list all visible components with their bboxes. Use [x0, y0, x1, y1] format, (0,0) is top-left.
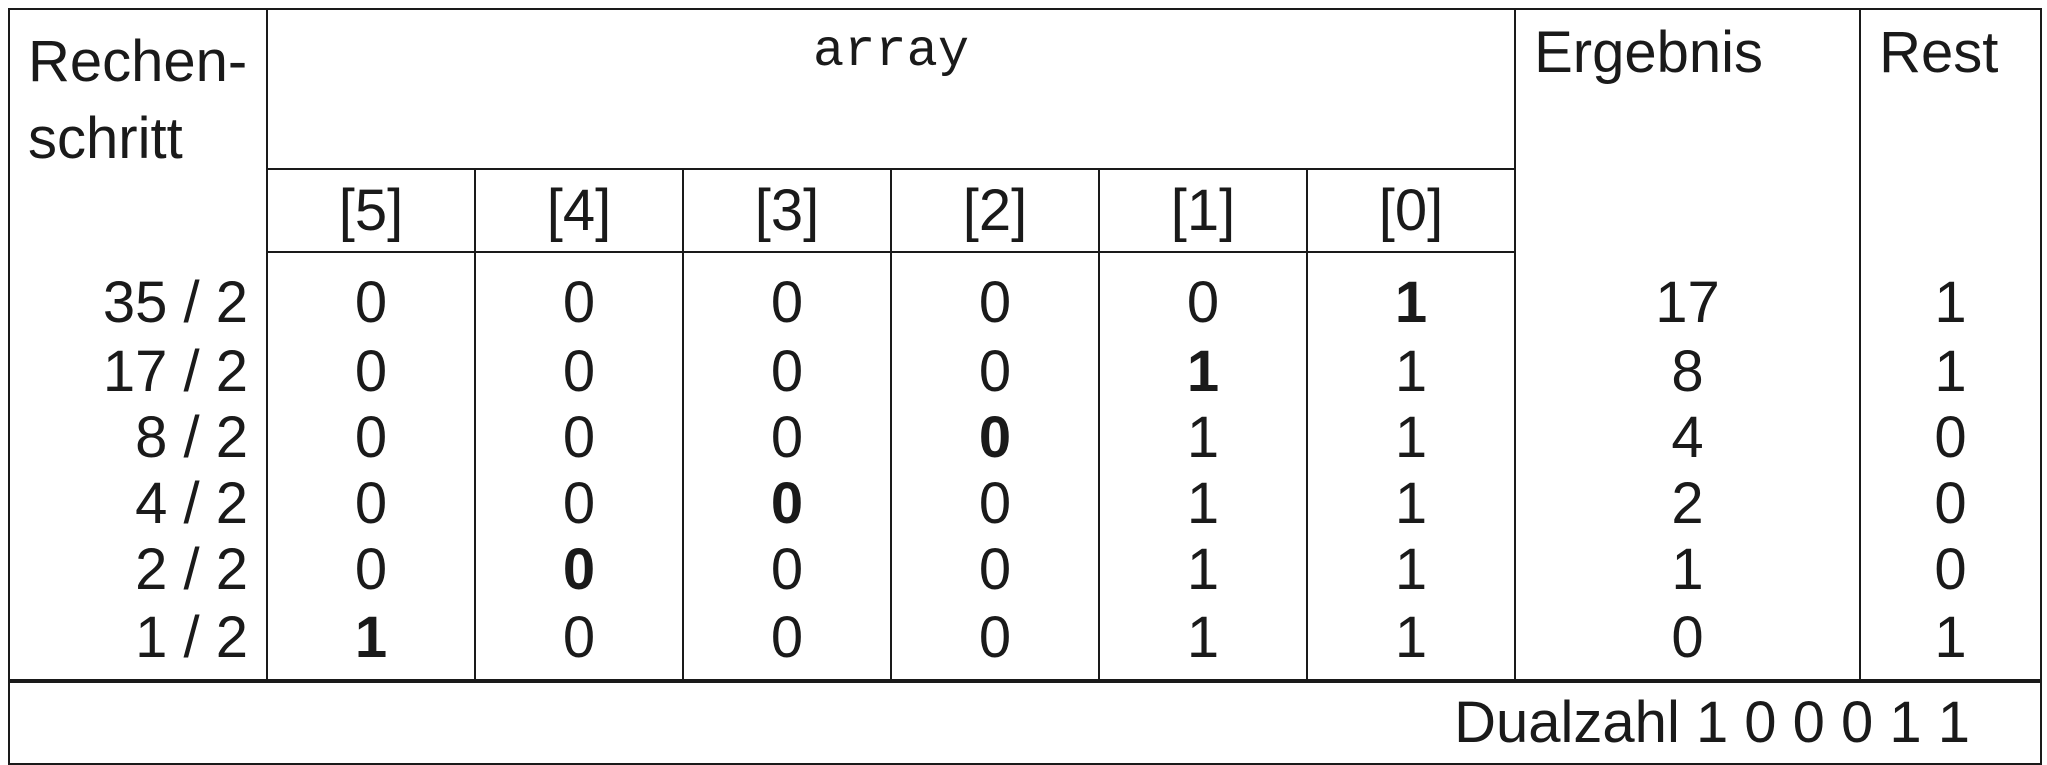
header-index: [0] [1305, 169, 1517, 253]
header-index: [2] [890, 169, 1100, 253]
binary-result-text: Dualzahl 1 0 0 0 1 1 [7, 681, 2043, 765]
rest-cell: 1 [1859, 603, 2043, 683]
bit-cell: 1 [1098, 471, 1308, 537]
bit-cell: 1 [1305, 339, 1517, 405]
rest-cell: 1 [1859, 252, 2043, 339]
bit-cell: 0 [474, 471, 684, 537]
step-cell: 4 / 2 [8, 471, 268, 537]
bit-cell: 0 [682, 471, 892, 537]
rest-cell: 0 [1859, 405, 2043, 471]
rest-cell: 1 [1859, 339, 2043, 405]
header-step: Rechen-schritt [8, 8, 268, 252]
result-cell: 4 [1514, 405, 1862, 471]
bit-cell: 0 [474, 537, 684, 603]
bit-cell: 0 [890, 339, 1100, 405]
bit-cell: 0 [266, 405, 476, 471]
bit-cell: 1 [1305, 603, 1517, 683]
header-index: [5] [266, 169, 476, 253]
header-rest: Rest [1859, 8, 2043, 252]
bit-cell: 1 [1098, 603, 1308, 683]
step-cell: 2 / 2 [8, 537, 268, 603]
header-index: [3] [682, 169, 892, 253]
bit-cell: 1 [1098, 405, 1308, 471]
binary-conversion-table: Rechen-schritt array Ergebnis Rest [5] [4… [7, 8, 2043, 765]
bit-cell: 0 [890, 537, 1100, 603]
result-cell: 17 [1514, 252, 1862, 339]
header-index: [4] [474, 169, 684, 253]
table-row: 35 / 2 0 0 0 0 0 1 17 1 [8, 252, 2043, 339]
bit-cell: 0 [682, 405, 892, 471]
bit-cell: 0 [474, 603, 684, 683]
result-cell: 2 [1514, 471, 1862, 537]
header-array: array [265, 8, 1517, 170]
rest-cell: 0 [1859, 471, 2043, 537]
bit-cell: 1 [1098, 339, 1308, 405]
result-cell: 8 [1514, 339, 1862, 405]
bit-cell: 0 [890, 471, 1100, 537]
step-cell: 35 / 2 [8, 252, 268, 339]
bit-cell: 0 [682, 537, 892, 603]
bit-cell: 0 [474, 339, 684, 405]
bit-cell: 0 [266, 252, 476, 339]
result-cell: 0 [1514, 603, 1862, 683]
header-step-line2: schritt [28, 105, 183, 171]
bit-cell: 1 [1305, 405, 1517, 471]
bit-cell: 0 [682, 339, 892, 405]
bit-cell: 1 [1305, 252, 1517, 339]
bit-cell: 0 [682, 603, 892, 683]
result-cell: 1 [1514, 537, 1862, 603]
bit-cell: 1 [1305, 471, 1517, 537]
step-cell: 8 / 2 [8, 405, 268, 471]
step-cell: 17 / 2 [8, 339, 268, 405]
bit-cell: 0 [266, 339, 476, 405]
step-cell: 1 / 2 [8, 603, 268, 683]
header-result: Ergebnis [1514, 8, 1862, 252]
rest-cell: 0 [1859, 537, 2043, 603]
bit-cell: 1 [266, 603, 476, 683]
bit-cell: 1 [1305, 537, 1517, 603]
binary-conversion-sheet: Rechen-schritt array Ergebnis Rest [5] [4… [7, 8, 2043, 765]
bit-cell: 0 [890, 252, 1100, 339]
bit-cell: 0 [890, 603, 1100, 683]
bit-cell: 0 [1098, 252, 1308, 339]
bit-cell: 0 [474, 252, 684, 339]
footer-row: Dualzahl 1 0 0 0 1 1 [7, 681, 2043, 765]
bit-cell: 0 [266, 537, 476, 603]
bit-cell: 0 [890, 405, 1100, 471]
bit-cell: 0 [266, 471, 476, 537]
bit-cell: 1 [1098, 537, 1308, 603]
header-step-line1: Rechen- [28, 29, 248, 94]
header-index: [1] [1098, 169, 1308, 253]
bit-cell: 0 [474, 405, 684, 471]
bit-cell: 0 [682, 252, 892, 339]
